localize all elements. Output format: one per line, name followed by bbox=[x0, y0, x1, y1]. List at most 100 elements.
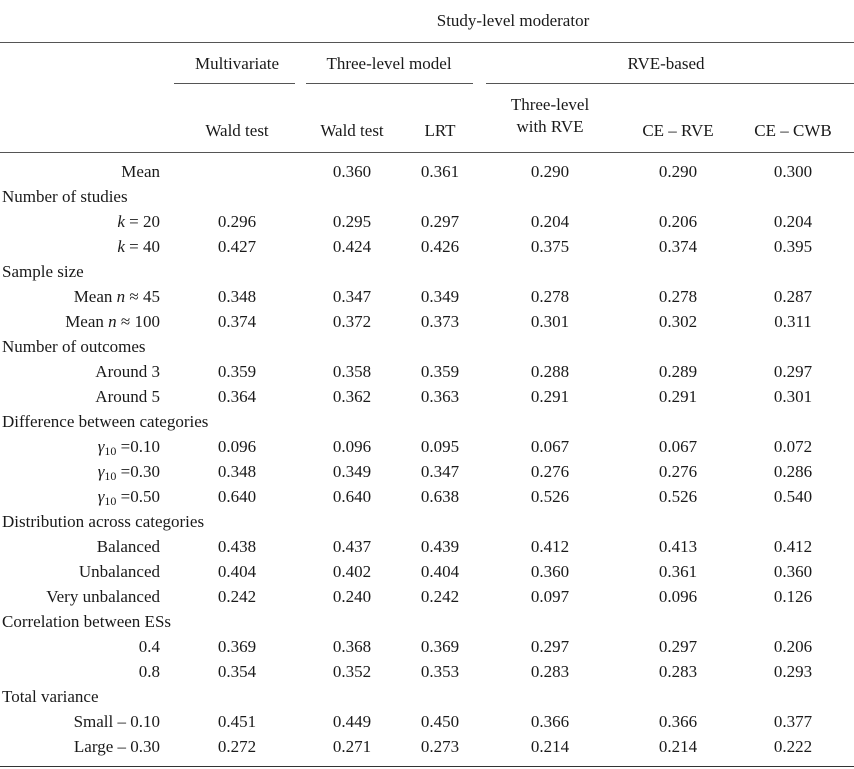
table-cell: 0.640 bbox=[217, 487, 257, 506]
row-label-part: =0.30 bbox=[116, 462, 160, 481]
table-cell: 0.311 bbox=[774, 312, 812, 331]
table-cell: 0.377 bbox=[773, 712, 813, 731]
table-cell: 0.286 bbox=[773, 462, 813, 481]
table-cell: 0.240 bbox=[332, 587, 372, 606]
row-label-part: Very unbalanced bbox=[46, 587, 160, 606]
table-cell: 0.283 bbox=[530, 662, 570, 681]
table-cell: 0.347 bbox=[332, 287, 372, 306]
table-cell: 0.295 bbox=[332, 212, 372, 231]
table-cell: 0.374 bbox=[658, 237, 698, 256]
row-label-part: Balanced bbox=[96, 537, 160, 556]
table-cell: 0.402 bbox=[332, 562, 372, 581]
row-label-part: ≈ 100 bbox=[116, 312, 160, 331]
table-cell: 0.242 bbox=[420, 587, 460, 606]
table-cell: 0.204 bbox=[530, 212, 570, 231]
table-cell: 0.296 bbox=[217, 212, 257, 231]
table-cell: 0.353 bbox=[420, 662, 460, 681]
row-label: Balanced bbox=[97, 537, 160, 557]
col-rve-three-level-line2: with RVE bbox=[516, 117, 584, 136]
group-rve: RVE-based bbox=[627, 54, 705, 73]
table-cell: 0.354 bbox=[217, 662, 257, 681]
row-label-part: 10 bbox=[104, 444, 117, 458]
table-cell: 0.413 bbox=[658, 537, 698, 556]
col-rve-three-level-line1: Three-level bbox=[510, 95, 590, 114]
table-cell: 0.067 bbox=[530, 437, 570, 456]
row-label-part: = 20 bbox=[124, 212, 160, 231]
table-cell: 0.404 bbox=[217, 562, 257, 581]
row-label: Very unbalanced bbox=[46, 587, 160, 607]
table-cell: 0.271 bbox=[332, 737, 372, 756]
col-tl-lrt: LRT bbox=[424, 121, 456, 140]
group-rule-rve bbox=[486, 83, 854, 84]
table-cell: 0.096 bbox=[217, 437, 257, 456]
table-cell: 0.300 bbox=[773, 162, 813, 181]
table-cell: 0.288 bbox=[530, 362, 570, 381]
table-cell: 0.126 bbox=[773, 587, 813, 606]
table-cell: 0.640 bbox=[332, 487, 372, 506]
row-label: Mean n ≈ 45 bbox=[74, 287, 160, 307]
section-label: Difference between categories bbox=[2, 412, 209, 431]
col-rve-three-level: Three-level with RVE bbox=[511, 94, 589, 138]
section-label: Number of studies bbox=[2, 187, 128, 206]
table-cell: 0.412 bbox=[773, 537, 813, 556]
row-label: 0.8 bbox=[139, 662, 160, 682]
table-cell: 0.395 bbox=[773, 237, 813, 256]
table-cell: 0.276 bbox=[658, 462, 698, 481]
table-cell: 0.451 bbox=[217, 712, 257, 731]
row-label-part: 0.4 bbox=[138, 637, 160, 656]
table-cell: 0.290 bbox=[658, 162, 698, 181]
table-cell: 0.526 bbox=[658, 487, 698, 506]
table-cell: 0.242 bbox=[217, 587, 257, 606]
row-label-part: k bbox=[117, 237, 125, 256]
table-cell: 0.373 bbox=[420, 312, 460, 331]
table-cell: 0.214 bbox=[658, 737, 698, 756]
table-cell: 0.096 bbox=[658, 587, 698, 606]
row-label-part: Mean bbox=[73, 287, 117, 306]
row-label-part: n bbox=[108, 312, 117, 331]
table-cell: 0.278 bbox=[530, 287, 570, 306]
row-label-part: γ bbox=[97, 462, 105, 481]
table-cell: 0.278 bbox=[658, 287, 698, 306]
row-label: γ10 =0.30 bbox=[98, 462, 160, 483]
table-cell: 0.301 bbox=[530, 312, 570, 331]
table-cell: 0.214 bbox=[530, 737, 570, 756]
table-cell: 0.366 bbox=[530, 712, 570, 731]
table-cell: 0.301 bbox=[773, 387, 813, 406]
table-cell: 0.067 bbox=[658, 437, 698, 456]
table-cell: 0.366 bbox=[658, 712, 698, 731]
row-label: k = 20 bbox=[117, 212, 160, 232]
table-cell: 0.302 bbox=[658, 312, 698, 331]
table-cell: 0.352 bbox=[332, 662, 372, 681]
table-cell: 0.369 bbox=[217, 637, 257, 656]
table-cell: 0.375 bbox=[530, 237, 570, 256]
table-cell: 0.206 bbox=[658, 212, 698, 231]
table-cell: 0.297 bbox=[420, 212, 460, 231]
col-ce-rve: CE – RVE bbox=[642, 121, 714, 140]
row-label: Mean bbox=[121, 162, 160, 182]
table-cell: 0.348 bbox=[217, 287, 257, 306]
table-cell: 0.424 bbox=[332, 237, 372, 256]
table-cell: 0.287 bbox=[773, 287, 813, 306]
row-label-part: Mean bbox=[65, 312, 109, 331]
table-cell: 0.097 bbox=[530, 587, 570, 606]
row-label-part: Mean bbox=[121, 162, 160, 181]
table-cell: 0.439 bbox=[420, 537, 460, 556]
table-cell: 0.372 bbox=[332, 312, 372, 331]
row-label-part: Around 5 bbox=[95, 387, 160, 406]
row-label-part: ≈ 45 bbox=[125, 287, 160, 306]
table-cell: 0.363 bbox=[420, 387, 460, 406]
table-cell: 0.364 bbox=[217, 387, 257, 406]
table-cell: 0.276 bbox=[530, 462, 570, 481]
table-cell: 0.360 bbox=[773, 562, 813, 581]
table-cell: 0.297 bbox=[658, 637, 698, 656]
table-cell: 0.096 bbox=[332, 437, 372, 456]
table-cell: 0.638 bbox=[420, 487, 460, 506]
table-cell: 0.449 bbox=[332, 712, 372, 731]
row-label: Large – 0.30 bbox=[74, 737, 160, 757]
row-label: Around 5 bbox=[95, 387, 160, 407]
row-label: γ10 =0.50 bbox=[98, 487, 160, 508]
section-label: Sample size bbox=[2, 262, 84, 281]
row-label-part: =0.50 bbox=[116, 487, 160, 506]
table-cell: 0.369 bbox=[420, 637, 460, 656]
